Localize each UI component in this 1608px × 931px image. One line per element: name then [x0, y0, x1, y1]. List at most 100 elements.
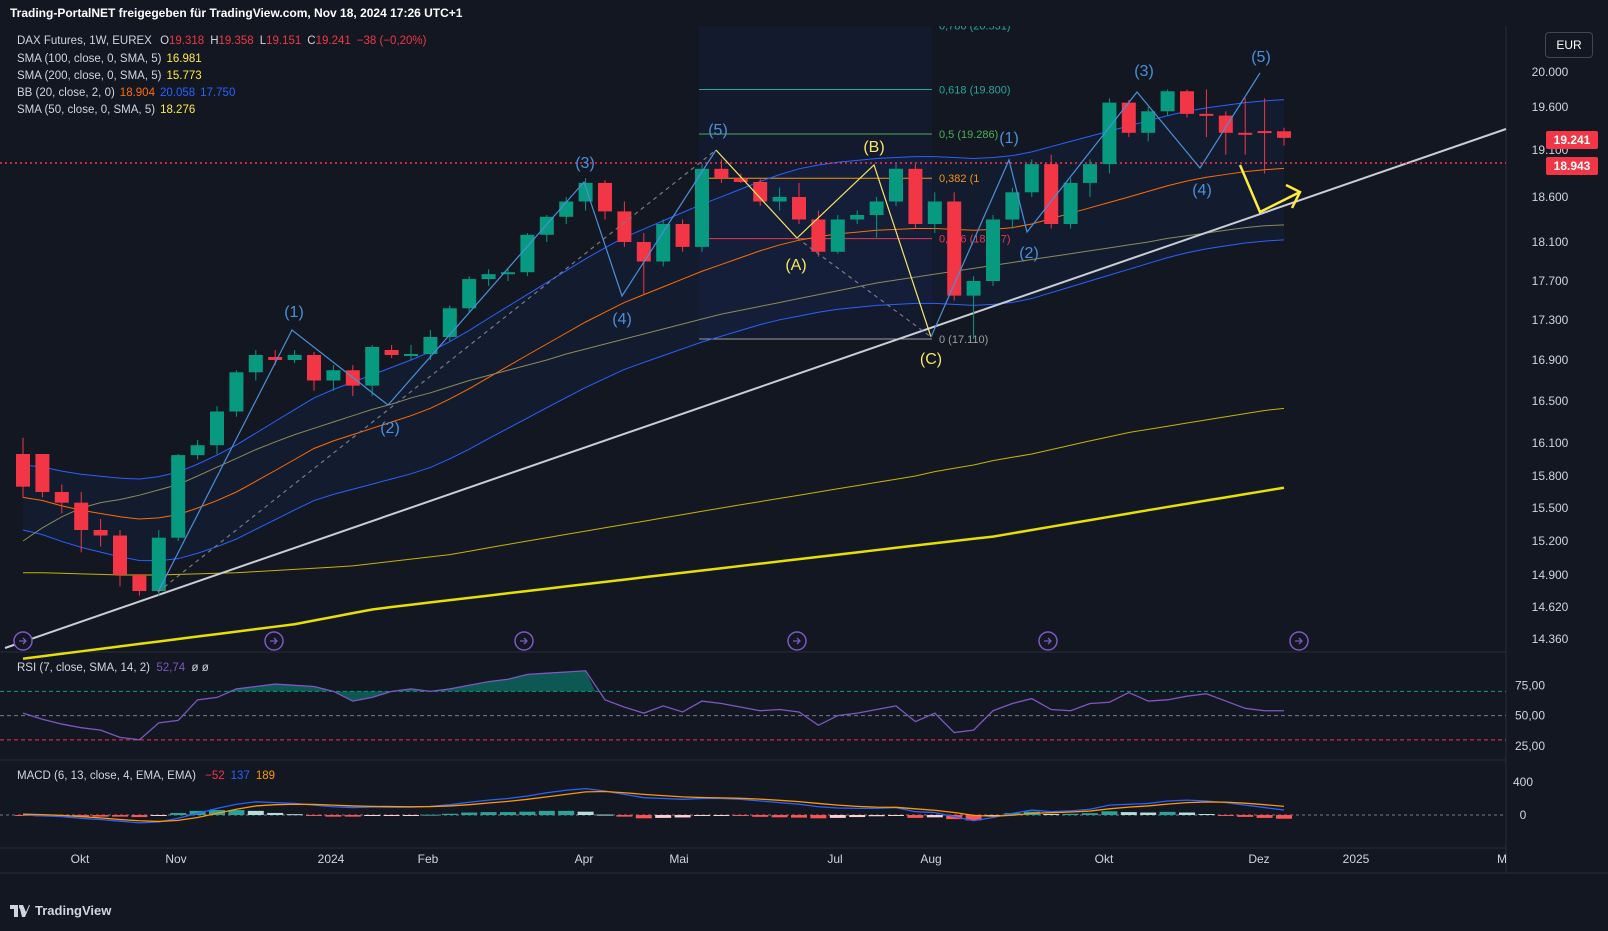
wave-label: (4)	[1192, 182, 1212, 199]
candle-body	[481, 274, 496, 280]
event-marker-arrow	[520, 637, 528, 645]
candle-body	[656, 224, 671, 262]
candle-body	[326, 370, 341, 381]
trend-line	[4, 128, 1507, 649]
x-tick-label: Mai	[669, 852, 688, 866]
indicator-legend[interactable]: SMA (100, close, 0, SMA, 5) 16.981	[17, 53, 207, 65]
macd-histogram-bar	[441, 813, 458, 815]
candle-body	[1063, 182, 1078, 224]
rsi-legend[interactable]: RSI (7, close, SMA, 14, 2) 52,74 ø ø	[17, 662, 209, 674]
x-tick-label: 2024	[318, 852, 345, 866]
wave-label: (3)	[1134, 63, 1154, 80]
rsi-tick-label: 50,00	[1515, 709, 1545, 723]
candle-body	[190, 445, 205, 456]
macd-histogram-bar	[131, 815, 148, 818]
fib-level-label: 0,786 (20.531)	[939, 21, 1011, 33]
candle-body	[869, 201, 884, 215]
wave-label: (C)	[920, 351, 942, 368]
y-tick-label: 18.100	[1532, 235, 1569, 249]
rsi-line	[22, 670, 1284, 741]
macd-histogram-bar	[286, 814, 303, 816]
candle-body	[404, 354, 418, 356]
wave-line	[930, 72, 1261, 338]
macd-histogram-bar	[1198, 814, 1215, 816]
candle-body	[908, 168, 923, 224]
macd-histogram-bar	[771, 815, 788, 818]
macd-histogram-bar	[209, 810, 225, 815]
indicator-label: SMA (100, close, 0, SMA, 5)	[17, 53, 162, 65]
macd-histogram-bar	[849, 815, 866, 818]
fib-level-label: 0,5 (19.286)	[939, 129, 998, 141]
tradingview-logo-icon	[10, 904, 30, 917]
wave-label: (1)	[999, 130, 1019, 147]
candle-body	[636, 242, 651, 262]
macd-histogram-bar	[558, 810, 575, 815]
wave-label: (5)	[1251, 49, 1271, 66]
candle-body	[442, 308, 457, 337]
macd-histogram-bar	[92, 815, 109, 817]
macd-histogram-bar	[461, 812, 478, 815]
candle-body	[1044, 164, 1059, 224]
y-tick-label: 17.300	[1532, 313, 1569, 327]
candle-body	[423, 337, 438, 354]
candle-body	[947, 201, 962, 296]
macd-histogram-bar	[1004, 813, 1021, 815]
abc-line	[715, 149, 932, 338]
macd-histogram-bar	[170, 812, 187, 815]
bb-fill	[23, 99, 1284, 561]
rsi-tick-label: 75,00	[1515, 678, 1545, 692]
header-bar	[0, 0, 1608, 26]
macd-legend[interactable]: MACD (6, 13, close, 4, EMA, EMA) −52 137 1…	[17, 770, 276, 782]
currency-button[interactable]: EUR	[1545, 32, 1593, 58]
macd-histogram-bar	[1276, 815, 1292, 819]
candle-body	[113, 535, 127, 575]
candle-body	[617, 211, 632, 242]
y-tick-label: 15.800	[1532, 469, 1569, 483]
wave-label: (5)	[708, 122, 728, 139]
x-tick-label: Feb	[418, 852, 439, 866]
x-tick-label: Nov	[165, 852, 186, 866]
symbol-name: DAX Futures, 1W, EUREX	[17, 35, 152, 47]
y-tick-label: 14.620	[1532, 600, 1569, 614]
candle-body	[811, 219, 826, 252]
y-tick-label: 14.900	[1532, 568, 1569, 582]
candle-body	[54, 492, 69, 503]
candle-body	[501, 272, 515, 275]
candle-body	[229, 372, 244, 412]
sma50-line	[22, 224, 1285, 542]
macd-histogram-bar	[1179, 812, 1195, 815]
candle-body	[268, 357, 283, 360]
event-marker-arrow	[1295, 637, 1303, 645]
indicator-legend[interactable]: SMA (200, close, 0, SMA, 5) 15.773	[17, 70, 207, 82]
macd-histogram-bar	[1140, 812, 1157, 815]
macd-histogram-bar	[422, 814, 439, 816]
candle-body	[733, 178, 748, 182]
macd-histogram-bar	[752, 815, 769, 817]
tradingview-logo[interactable]: TradingView	[10, 903, 111, 918]
macd-histogram-bar	[519, 811, 536, 815]
candle-body	[675, 224, 690, 247]
last-price-tag: 19.241	[1546, 131, 1598, 149]
macd-histogram-bar	[267, 812, 284, 815]
candle-body	[287, 355, 302, 360]
macd-histogram-bar	[1062, 813, 1079, 815]
y-tick-label: 20.000	[1532, 65, 1569, 79]
macd-histogram-bar	[228, 810, 245, 815]
x-tick-label: Jul	[827, 852, 842, 866]
symbol-legend[interactable]: DAX Futures, 1W, EUREX O19.318 H19.358 L19…	[17, 35, 436, 47]
macd-histogram-bar	[868, 815, 885, 817]
macd-histogram-bar	[732, 815, 749, 816]
indicator-legend[interactable]: BB (20, close, 2, 0) 18.904 20.058 17.750	[17, 87, 240, 99]
macd-histogram-bar	[674, 815, 691, 818]
candle-body	[966, 281, 981, 296]
line-price-tag: 18.943	[1546, 157, 1598, 175]
indicator-legend[interactable]: SMA (50, close, 0, SMA, 5) 18.276	[17, 104, 200, 116]
indicator-label: BB (20, close, 2, 0)	[17, 87, 115, 99]
rsi-overbought-fill	[226, 670, 596, 702]
projection-arrow	[1238, 164, 1301, 214]
wave-label: (2)	[380, 420, 400, 437]
x-tick-label: Aug	[920, 852, 941, 866]
candle-body	[1005, 192, 1020, 220]
candle-body	[1199, 113, 1214, 116]
